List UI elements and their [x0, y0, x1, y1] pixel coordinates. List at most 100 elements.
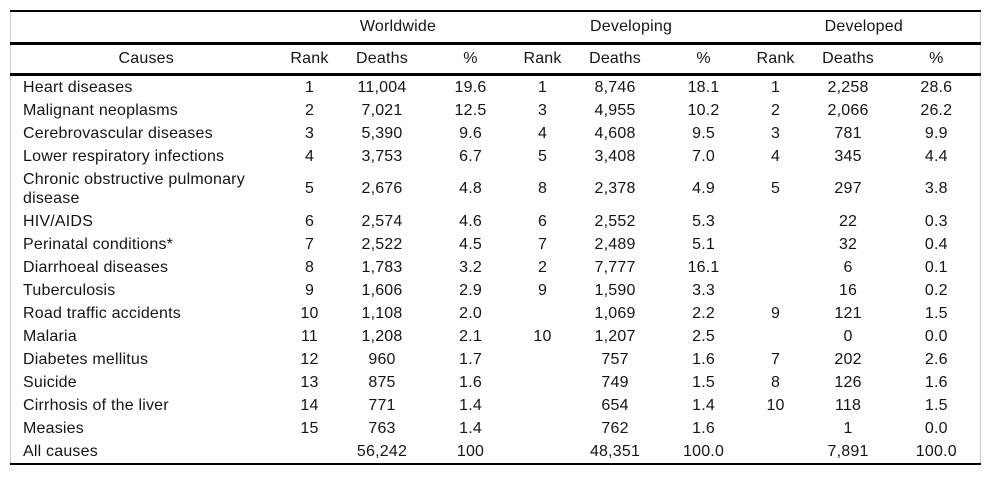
developed-pct-cell: 1.5: [924, 396, 948, 414]
table-row: All causes 56,242 100 48,351 100.0 7,891…: [11, 440, 981, 464]
developed-deaths-cell: 345: [834, 147, 862, 165]
table-row: Cirrhosis of the liver 14 771 1.4 654 1.…: [11, 394, 981, 417]
cause-cell: Suicide: [23, 373, 77, 391]
developed-deaths-cell: 32: [838, 235, 858, 253]
developing-rank-cell: 10: [533, 327, 552, 345]
developed-rank-cell: 7: [771, 350, 781, 368]
developed-pct-cell: 0.1: [924, 258, 948, 276]
worldwide-rank-cell: 15: [300, 419, 319, 437]
worldwide-rank-cell: 3: [304, 124, 315, 142]
col-header-rank-developing: Rank: [514, 43, 571, 76]
developed-rank-cell: [748, 233, 804, 256]
developing-rank-cell: [515, 417, 571, 440]
cause-cell: Measies: [23, 419, 84, 437]
worldwide-pct-cell: 1.7: [459, 350, 482, 368]
developed-deaths-cell: 1: [843, 419, 853, 437]
worldwide-rank-cell: 6: [304, 212, 315, 230]
worldwide-deaths-cell: 7,021: [361, 101, 403, 119]
developed-deaths-cell: 121: [834, 304, 862, 322]
developing-deaths-cell: 2,489: [594, 235, 636, 253]
developing-deaths-cell: 3,408: [594, 147, 636, 165]
developed-pct-cell: 28.6: [920, 78, 953, 96]
worldwide-pct-cell: 19.6: [454, 78, 487, 96]
developing-pct-cell: 1.4: [692, 396, 715, 414]
col-header-rank-worldwide: Rank: [281, 43, 338, 76]
worldwide-deaths-cell: 763: [368, 419, 396, 437]
developed-deaths-cell: 2,258: [827, 78, 869, 96]
developing-pct-cell: 7.0: [692, 147, 715, 165]
worldwide-pct-cell: 4.6: [459, 212, 482, 230]
col-header-deaths-developed: Deaths: [803, 43, 893, 76]
developed-rank-cell: 3: [771, 124, 781, 142]
developing-pct-cell: 4.9: [692, 180, 715, 197]
developing-pct-cell: 2.2: [692, 304, 715, 322]
col-header-pct-developing: %: [659, 43, 748, 76]
developing-deaths-cell: 2,378: [594, 180, 636, 197]
developed-deaths-cell: 118: [835, 396, 862, 414]
developed-deaths-cell: 202: [834, 350, 862, 368]
table-row: Perinatal conditions* 7 2,522 4.5 7 2,48…: [11, 233, 981, 256]
cause-cell: HIV/AIDS: [23, 212, 94, 230]
worldwide-deaths-cell: 11,004: [357, 78, 407, 96]
developed-rank-cell: 4: [771, 147, 781, 165]
developing-rank-cell: 3: [537, 101, 548, 119]
worldwide-deaths-cell: 1,208: [361, 327, 403, 345]
col-header-deaths-worldwide: Deaths: [337, 43, 427, 76]
corner-cell: [10, 11, 282, 45]
cause-cell: Diabetes mellitus: [23, 350, 149, 368]
developing-deaths-cell: 8,746: [594, 78, 636, 96]
group-header-worldwide: Worldwide: [281, 11, 515, 45]
developed-rank-cell: 1: [771, 78, 781, 96]
worldwide-deaths-cell: 2,522: [361, 235, 403, 253]
table-row: Measies 15 763 1.4 762 1.6 1 0.0: [11, 417, 981, 440]
cause-cell: All causes: [23, 442, 98, 460]
developing-deaths-cell: 1,590: [594, 281, 636, 299]
worldwide-deaths-cell: 960: [368, 350, 396, 368]
developed-pct-cell: 0.0: [924, 327, 948, 345]
developed-rank-cell: [748, 256, 804, 279]
col-header-pct-developed: %: [892, 43, 981, 76]
developing-pct-cell: 5.1: [692, 235, 715, 253]
developed-pct-cell: 0.3: [924, 212, 948, 230]
developing-deaths-cell: 7,777: [594, 258, 636, 276]
worldwide-rank-cell: 4: [304, 147, 315, 165]
worldwide-pct-cell: 1.4: [459, 396, 482, 414]
developed-pct-cell: 9.9: [924, 124, 948, 142]
group-header-developing: Developing: [514, 11, 748, 45]
worldwide-deaths-cell: 2,676: [361, 180, 403, 197]
worldwide-rank-cell: 11: [300, 327, 318, 345]
worldwide-rank-cell: 10: [300, 304, 319, 322]
col-header-causes: Causes: [10, 43, 282, 76]
table-row: Heart diseases 1 11,004 19.6 1 8,746 18.…: [11, 74, 981, 99]
worldwide-deaths-cell: 1,108: [361, 304, 403, 322]
group-header-developed: Developed: [747, 11, 981, 45]
worldwide-pct-cell: 6.7: [459, 147, 482, 165]
developing-pct-cell: 3.3: [692, 281, 715, 299]
developing-deaths-cell: 2,552: [594, 212, 636, 230]
worldwide-pct-cell: 1.6: [459, 373, 482, 391]
worldwide-rank-cell: 7: [304, 235, 315, 253]
developing-rank-cell: 4: [537, 124, 548, 142]
worldwide-pct-cell: 100: [456, 442, 485, 460]
developing-pct-cell: 16.1: [687, 258, 720, 276]
developed-rank-cell: 10: [766, 396, 785, 414]
developing-pct-cell: 5.3: [692, 212, 715, 230]
worldwide-rank-cell: 2: [304, 101, 315, 119]
developed-rank-cell: [748, 279, 804, 302]
developed-deaths-cell: 781: [834, 124, 862, 142]
developing-pct-cell: 18.1: [687, 78, 720, 96]
cause-cell: Malignant neoplasms: [23, 101, 178, 119]
worldwide-pct-cell: 12.5: [454, 101, 487, 119]
developing-rank-cell: [515, 371, 571, 394]
table-row: Diabetes mellitus 12 960 1.7 757 1.6 7 2…: [11, 348, 981, 371]
worldwide-deaths-cell: 2,574: [361, 212, 403, 230]
developed-pct-cell: 0.2: [924, 281, 948, 299]
developed-pct-cell: 3.8: [924, 180, 948, 197]
column-header-row: Causes Rank Deaths % Rank Deaths % Rank …: [10, 43, 981, 76]
cause-cell: Diarrhoeal diseases: [23, 258, 169, 276]
worldwide-rank-cell: 8: [304, 258, 315, 276]
worldwide-deaths-cell: 5,390: [361, 124, 403, 142]
developing-pct-cell: 1.6: [692, 419, 715, 437]
developing-rank-cell: 5: [537, 147, 548, 165]
developed-rank-cell: [748, 440, 804, 464]
